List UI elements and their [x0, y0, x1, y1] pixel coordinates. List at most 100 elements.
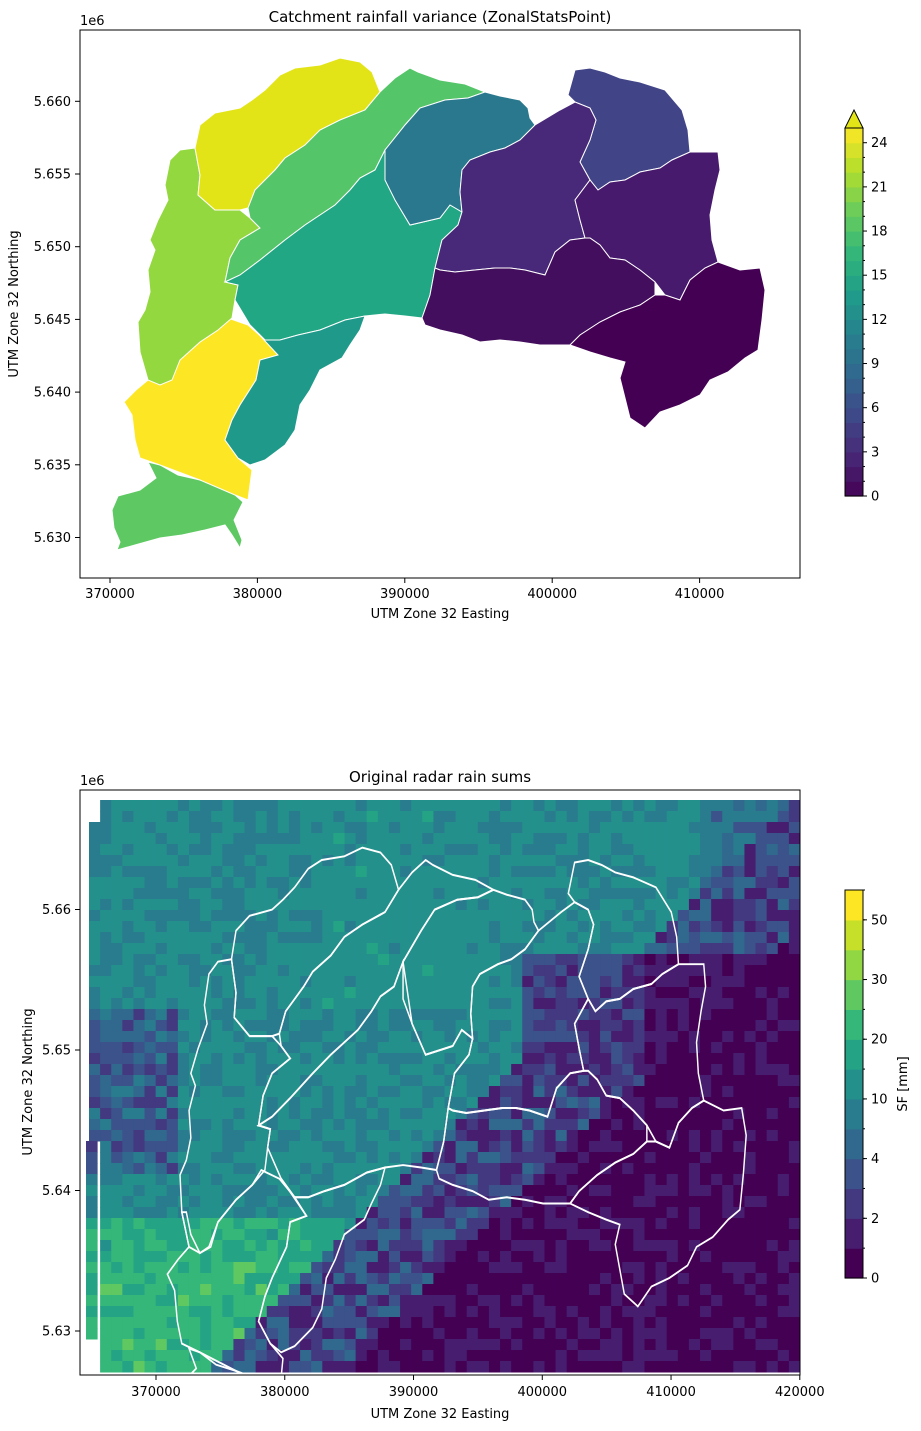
colorbar-segment	[845, 1039, 863, 1070]
radar-grid	[86, 800, 800, 1373]
y-axis: 5.63 5.64 5.65 5.66	[42, 903, 80, 1340]
plot-frame	[79, 789, 801, 1376]
y-tick-label: 5.640	[34, 386, 71, 401]
x-tick-label: 410000	[646, 1385, 696, 1400]
catchment-outlines	[155, 846, 747, 1431]
colorbar-tick-label: 21	[871, 180, 888, 195]
colorbar-tick-label: 15	[871, 269, 888, 284]
colorbar-tick-label: 9	[871, 357, 879, 372]
y-tick-label: 5.64	[42, 1184, 71, 1199]
colorbar-segment	[845, 363, 863, 379]
colorbar-segment	[845, 172, 863, 188]
catchment-outline	[257, 1166, 387, 1354]
y-tick-label: 5.66	[42, 903, 71, 918]
colorbar: 0 2 4 10 20 30 50	[844, 889, 888, 1287]
colorbar-label: SF [mm]	[896, 1056, 911, 1111]
colorbar-tick-label: 3	[871, 445, 879, 460]
catchment-outline	[155, 1347, 276, 1431]
colorbar-segment	[845, 128, 863, 144]
catchment-outline	[568, 1099, 747, 1308]
colorbar-frame	[844, 127, 864, 497]
x-tick-label: 390000	[389, 1385, 439, 1400]
y-tick-label: 5.630	[34, 531, 71, 546]
y-tick-label: 5.660	[34, 95, 71, 110]
colorbar-tick-label: 30	[871, 973, 888, 988]
y-tick-label: 5.635	[34, 458, 71, 473]
colorbar-segment	[845, 1218, 863, 1249]
colorbar-tick-label: 6	[871, 401, 879, 416]
colorbar-tick-label: 10	[871, 1092, 888, 1107]
x-axis-label: UTM Zone 32 Easting	[371, 1407, 510, 1422]
colorbar-segment	[845, 481, 863, 497]
colorbar-tick-label: 2	[871, 1212, 879, 1227]
colorbar-segment	[845, 245, 863, 262]
colorbar-segment	[845, 466, 863, 482]
y-tick-label: 5.63	[42, 1325, 71, 1340]
colorbar-segment	[845, 407, 863, 423]
colorbar-tick-label: 50	[871, 913, 888, 928]
colorbar-tick-label: 20	[871, 1033, 888, 1048]
colorbar-tick-label: 0	[871, 1272, 879, 1287]
colorbar-segment	[845, 157, 863, 173]
colorbar-extend-arrow	[844, 108, 864, 129]
x-tick-label: 420000	[775, 1385, 825, 1400]
colorbar-segment	[845, 392, 863, 409]
colorbar-segment	[845, 1098, 863, 1130]
colorbar-segment	[845, 348, 863, 365]
x-axis: 370000 380000 390000 400000 410000 420000	[131, 1375, 825, 1400]
colorbar-segment	[845, 1188, 863, 1219]
x-tick-label: 390000	[380, 587, 430, 602]
colorbar-segment	[845, 201, 863, 217]
radar-chart: Original radar rain sums 1e6 370000 38000…	[21, 768, 911, 1431]
x-tick-label: 370000	[85, 587, 135, 602]
colorbar-frame	[844, 889, 864, 1279]
colorbar-tick-label: 12	[871, 313, 888, 328]
y-tick-label: 5.65	[42, 1044, 71, 1059]
colorbar-segment	[845, 304, 863, 320]
colorbar-tick-label: 24	[871, 136, 888, 151]
x-tick-label: 400000	[517, 1385, 567, 1400]
colorbar-segment	[845, 186, 863, 203]
y-offset-label: 1e6	[80, 14, 105, 29]
variance-chart: Catchment rainfall variance (ZonalStatsP…	[7, 8, 888, 622]
colorbar-tick-label: 4	[871, 1152, 879, 1167]
colorbar-segment	[845, 451, 863, 468]
region-south-east-central	[421, 237, 656, 346]
colorbar-segment	[845, 1069, 863, 1100]
colorbar-segment	[845, 289, 863, 306]
colorbar-segment	[845, 275, 863, 291]
y-tick-label: 5.655	[34, 168, 71, 183]
colorbar-segment	[845, 334, 863, 350]
colorbar-tick-label: 0	[871, 490, 879, 505]
colorbar-segment	[845, 437, 863, 453]
x-tick-label: 370000	[131, 1385, 181, 1400]
catchment-outline	[435, 1069, 648, 1205]
colorbar-segment	[845, 919, 863, 951]
catchment-regions	[111, 57, 766, 551]
y-tick-label: 5.645	[34, 313, 71, 328]
colorbar-segment	[845, 231, 863, 247]
colorbar-segment	[845, 1128, 863, 1160]
x-tick-label: 380000	[260, 1385, 310, 1400]
y-axis: 5.630 5.635 5.640 5.645 5.650 5.655 5.660	[34, 95, 80, 546]
colorbar-tick-label: 18	[871, 225, 888, 240]
colorbar-segment	[845, 890, 863, 921]
x-axis-label: UTM Zone 32 Easting	[371, 607, 510, 622]
colorbar-segment	[845, 260, 863, 276]
colorbar-segment	[845, 422, 863, 438]
colorbar-segment	[845, 1248, 863, 1279]
region-south-central	[224, 315, 366, 466]
colorbar-segment	[845, 142, 863, 159]
colorbar-segment	[845, 979, 863, 1010]
y-offset-label: 1e6	[80, 774, 105, 789]
colorbar-segment	[845, 378, 863, 394]
x-tick-label: 410000	[675, 587, 725, 602]
colorbar-segment	[845, 949, 863, 981]
colorbar-segment	[845, 1158, 863, 1190]
x-tick-label: 380000	[233, 587, 283, 602]
colorbar: 0 3 6 9 12 15 18 21 24	[844, 108, 888, 505]
region-south-east	[569, 261, 766, 429]
colorbar-segment	[845, 216, 863, 232]
y-axis-label: UTM Zone 32 Northing	[7, 230, 22, 377]
